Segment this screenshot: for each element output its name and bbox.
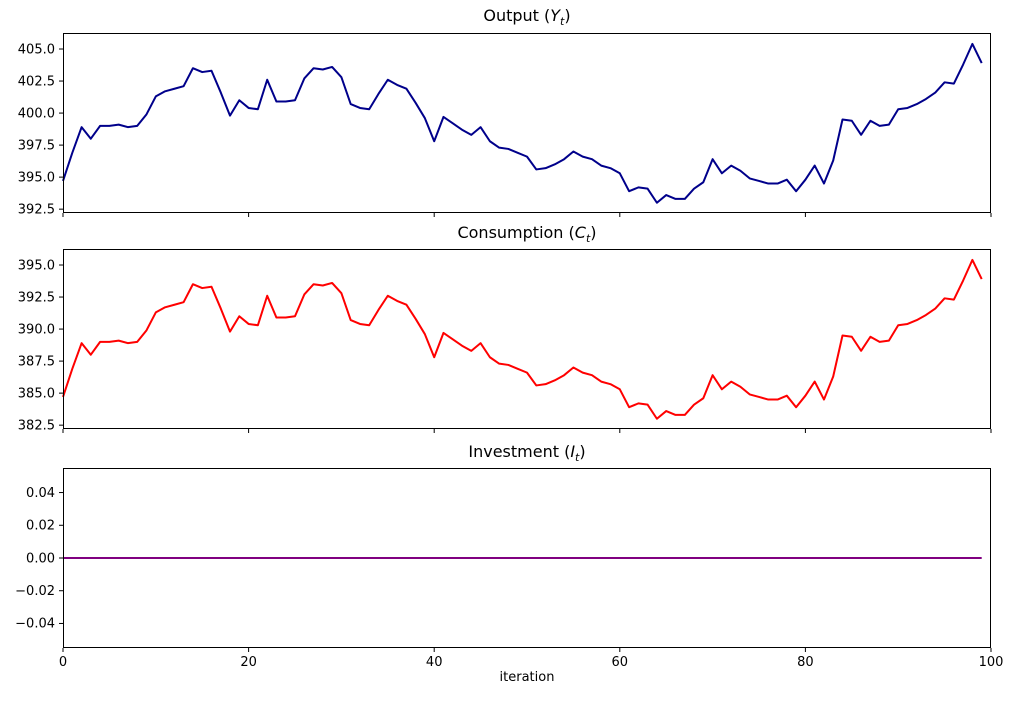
- y-tick-label: 405.0: [18, 42, 55, 57]
- investment-title-suffix: ): [579, 442, 586, 461]
- investment-chart: −0.04 −0.02 0.00 0.02 0.04 0 20 40 60 80 100: [15, 468, 1003, 670]
- y-tick-label: 382.5: [18, 418, 55, 433]
- y-tick-label: 392.5: [18, 290, 55, 305]
- output-title-var: Y: [550, 6, 561, 25]
- y-tick-label: 397.5: [18, 138, 55, 153]
- axes-border: [63, 33, 991, 213]
- y-tick-label: 0.04: [26, 486, 55, 501]
- investment-title-sub: t: [575, 451, 580, 465]
- consumption-line: [62, 258, 983, 420]
- x-tick-label: 60: [612, 655, 629, 670]
- y-tick-label: 0.02: [26, 519, 55, 534]
- x-axis-label: iteration: [499, 670, 555, 685]
- consumption-chart: 382.5 385.0 387.5 390.0 392.5 395.0: [18, 249, 992, 433]
- y-tick-label: 387.5: [18, 354, 55, 369]
- consumption-title-sub: t: [585, 232, 591, 246]
- y-tick-label: 402.5: [18, 74, 55, 89]
- consumption-title-var: C: [574, 223, 586, 242]
- investment-title: Investment (It): [63, 442, 991, 468]
- x-tick-label: 40: [426, 655, 443, 670]
- investment-title-prefix: Investment (: [468, 442, 571, 461]
- axes-border: [63, 249, 991, 429]
- consumption-title-prefix: Consumption (: [457, 223, 575, 242]
- y-tick-label: −0.02: [15, 584, 55, 599]
- y-tick-label: 395.0: [18, 258, 55, 273]
- output-title-suffix: ): [564, 6, 571, 25]
- output-title-prefix: Output (: [483, 6, 551, 25]
- investment-title-var: I: [570, 442, 576, 461]
- x-tick-label: 20: [240, 655, 257, 670]
- consumption-title: Consumption (Ct): [63, 223, 991, 249]
- consumption-title-suffix: ): [590, 223, 597, 242]
- y-tick-label: 392.5: [18, 202, 55, 217]
- x-tick-label: 0: [59, 655, 67, 670]
- x-tick-label: 100: [979, 655, 1004, 670]
- y-tick-label: 400.0: [18, 106, 55, 121]
- y-tick-label: 390.0: [18, 322, 55, 337]
- x-tick-label: 80: [797, 655, 814, 670]
- y-tick-label: −0.04: [15, 617, 55, 632]
- y-tick-label: 395.0: [18, 170, 55, 185]
- axes-border: [63, 468, 991, 648]
- y-tick-label: 0.00: [26, 551, 55, 566]
- output-chart: 392.5 395.0 397.5 400.0 402.5 405.0: [18, 33, 992, 217]
- output-title-sub: t: [560, 15, 565, 29]
- output-title: Output (Yt): [63, 6, 991, 32]
- y-tick-label: 385.0: [18, 386, 55, 401]
- output-line: [62, 42, 983, 204]
